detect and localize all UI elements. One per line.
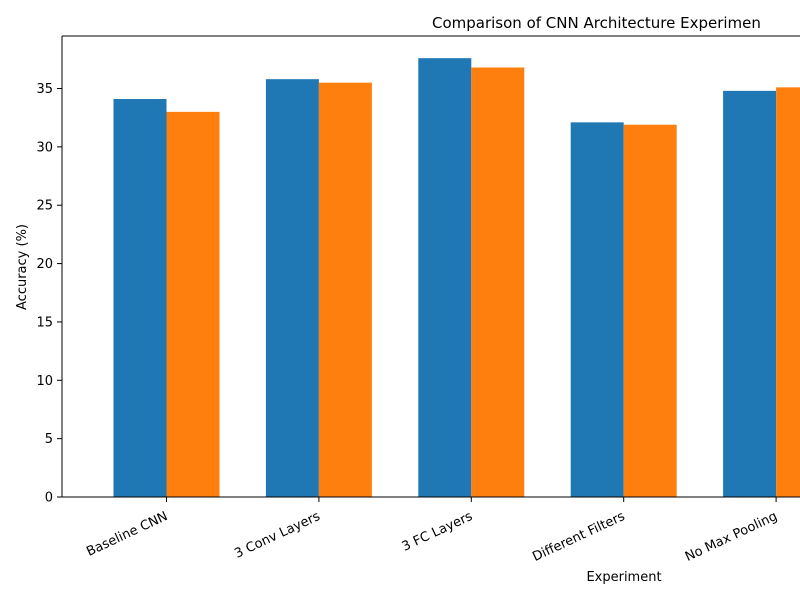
bar-series1-baseline-cnn	[113, 99, 167, 498]
y-tick-label: 30	[36, 140, 53, 155]
bar-series2-3-fc-layers	[471, 67, 525, 497]
chart-title: Comparison of CNN Architecture Experimen	[432, 14, 761, 32]
x-tick-label: 3 Conv Layers	[232, 509, 322, 562]
axes-layer	[61, 35, 800, 498]
y-tick-label: 20	[36, 257, 53, 272]
x-tick-label: 3 FC Layers	[400, 509, 476, 555]
y-tick-label: 0	[45, 491, 53, 506]
x-tick-label: Baseline CNN	[84, 509, 170, 560]
y-tick-label: 25	[36, 199, 53, 214]
x-tick-label: No Max Pooling	[683, 509, 780, 565]
bar-series1-different-filters	[570, 122, 624, 498]
y-tick-label: 15	[36, 315, 53, 330]
y-tick-label: 5	[45, 432, 53, 447]
x-ticks: Baseline CNN 3 Conv Layers 3 FC Layers Diff…	[84, 497, 780, 565]
bar-series2-baseline-cnn	[166, 111, 220, 498]
bar-series2-no-max-pooling	[776, 87, 800, 497]
y-tick-label: 35	[36, 82, 53, 97]
bars-layer	[113, 58, 800, 498]
bar-series1-no-max-pooling	[723, 90, 777, 497]
x-tick-label: Different Filters	[530, 509, 627, 565]
bar-series2-different-filters	[623, 124, 677, 497]
y-axis-label: Accuracy (%)	[15, 224, 30, 310]
y-tick-label: 10	[36, 374, 53, 389]
bar-series1-3-fc-layers	[418, 58, 472, 498]
bar-series1-3-conv-layers	[265, 79, 319, 498]
bar-series2-3-conv-layers	[318, 82, 372, 498]
y-ticks: 0 5 10 15 20 25 30 35	[36, 82, 62, 506]
x-axis-label: Experiment	[586, 570, 661, 585]
